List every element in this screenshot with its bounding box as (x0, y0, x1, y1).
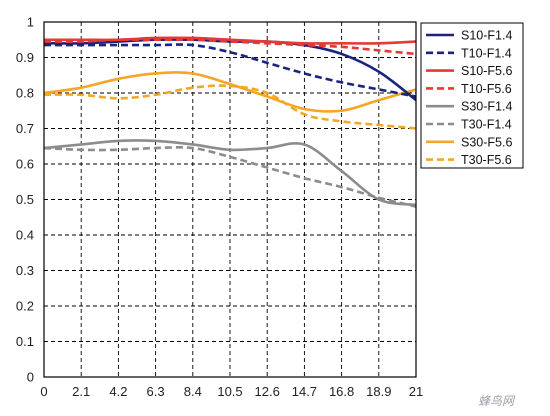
axis-ticks: 0 2.1 4.2 6.3 8.4 10.5 12.6 14.7 16.8 18.9 2100.10… (16, 15, 423, 400)
x-tick-label: 16.8 (329, 384, 354, 399)
x-tick-label: 10.5 (217, 384, 242, 399)
series-line-t10-f5-6 (43, 38, 417, 56)
series-line-s10-f1-4 (43, 38, 417, 102)
series-line-t30-f1-4 (43, 145, 417, 208)
series-line-s30-f5-6 (43, 71, 417, 113)
y-tick-label: 0.8 (16, 86, 34, 101)
y-tick-label: 0.6 (16, 157, 34, 172)
y-tick-label: 0.5 (16, 192, 34, 207)
legend-label: T30-F5.6 (461, 153, 512, 167)
series-line-s10-f5-6 (44, 36, 417, 45)
y-tick-label: 0.3 (16, 263, 34, 278)
legend-box (420, 22, 524, 169)
y-tick-label: 0 (27, 370, 34, 385)
plot-series (43, 36, 417, 208)
y-tick-label: 0.7 (16, 121, 34, 136)
series-line-s30-f1-4 (43, 139, 417, 207)
legend-label: S30-F1.4 (461, 100, 512, 114)
y-tick-label: 0.1 (16, 334, 34, 349)
x-tick-label: 18.9 (366, 384, 391, 399)
legend-label: T10-F5.6 (461, 82, 512, 96)
legend-label: T10-F1.4 (461, 46, 512, 60)
x-tick-label: 14.7 (292, 384, 317, 399)
x-tick-label: 21 (409, 384, 423, 399)
x-tick-label: 12.6 (255, 384, 280, 399)
y-tick-label: 0.2 (16, 299, 34, 314)
legend-label: S30-F5.6 (461, 135, 512, 149)
y-tick-label: 1 (27, 15, 34, 30)
watermark-text: 蜂鸟网 (478, 394, 516, 408)
plot-border (43, 21, 417, 378)
grid (44, 22, 416, 377)
y-tick-label: 0.9 (16, 50, 34, 65)
x-tick-label: 4.2 (109, 384, 127, 399)
legend: S10-F1.4 T10-F1.4 S10-F5.6 T10-F5.6 S30-F1.4… (420, 22, 524, 169)
x-tick-label: 2.1 (72, 384, 90, 399)
plot-frame (43, 21, 417, 378)
legend-label: S10-F5.6 (461, 64, 512, 78)
y-tick-label: 0.4 (16, 228, 34, 243)
series-line-t30-f5-6 (43, 84, 417, 130)
series-line-t10-f1-4 (43, 43, 417, 98)
x-tick-label: 6.3 (147, 384, 165, 399)
x-tick-label: 0 (40, 384, 47, 399)
x-tick-label: 8.4 (184, 384, 202, 399)
legend-label: T30-F1.4 (461, 118, 512, 132)
legend-label: S10-F1.4 (461, 29, 512, 43)
